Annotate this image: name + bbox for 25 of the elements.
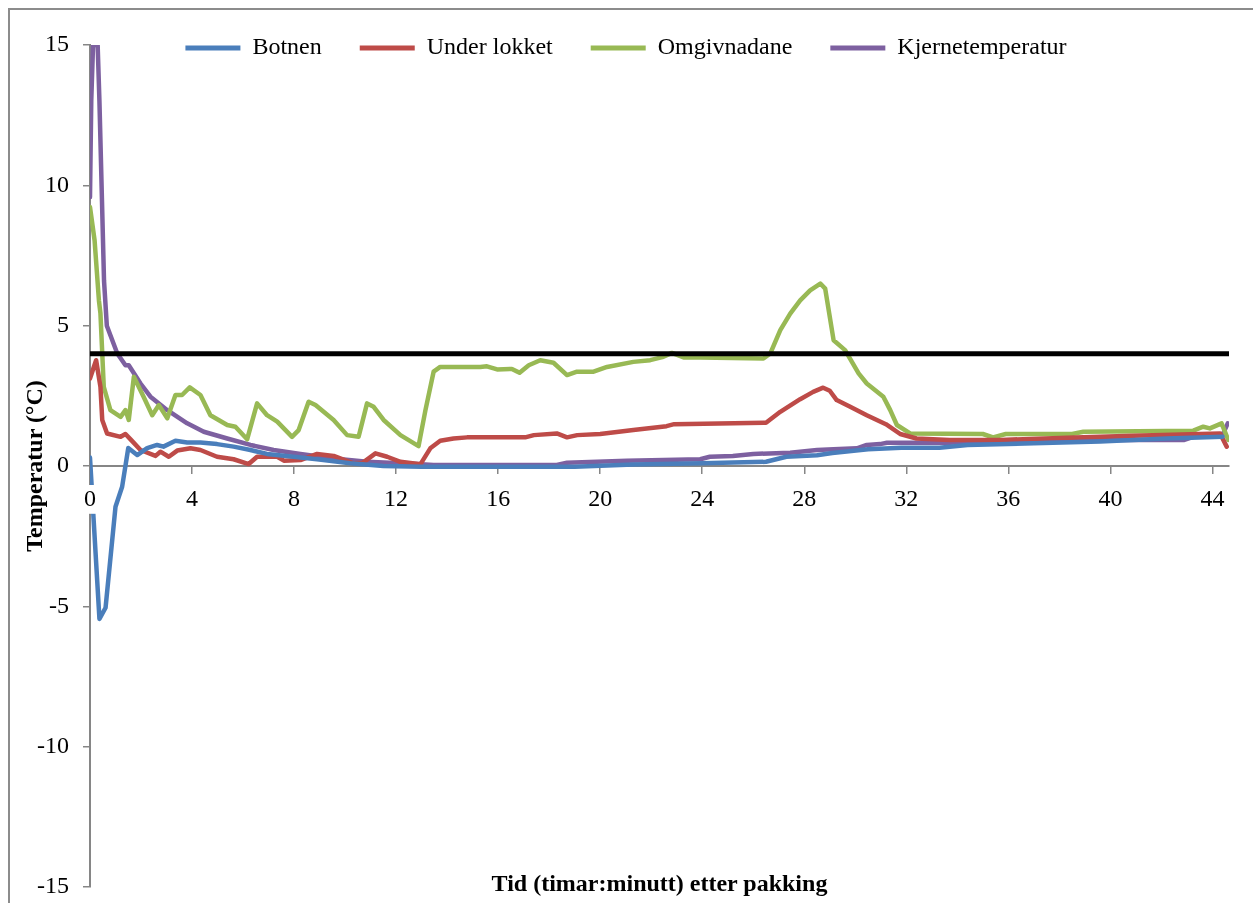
y-tick-label: -10 — [36, 731, 69, 758]
x-tick-label: 24 — [690, 484, 715, 511]
y-tick-label: -15 — [36, 872, 69, 899]
x-tick-label: 28 — [792, 484, 817, 511]
y-tick-label: 10 — [44, 170, 69, 197]
x-tick-label: 8 — [288, 484, 301, 511]
x-tick-label: 44 — [1200, 484, 1225, 511]
legend-label: Botnen — [252, 33, 322, 60]
y-tick-label: 5 — [56, 310, 69, 337]
x-tick-label: 4 — [186, 484, 199, 511]
x-tick-label: 12 — [384, 484, 409, 511]
legend-label: Kjernetemperatur — [897, 33, 1067, 60]
x-tick-label: 20 — [588, 484, 613, 511]
y-axis-title: Temperatur (°C) — [21, 380, 48, 552]
x-tick-label: 36 — [996, 484, 1021, 511]
x-axis-title: Tid (timar:minutt) etter pakking — [491, 870, 828, 897]
legend-label: Omgivnadane — [657, 33, 793, 60]
x-tick-label: 40 — [1098, 484, 1123, 511]
x-tick-label: 32 — [894, 484, 919, 511]
legend-label: Under lokket — [426, 33, 554, 60]
x-tick-label: 16 — [486, 484, 511, 511]
x-tick-label: 0 — [83, 484, 96, 511]
y-tick-label: 0 — [56, 451, 69, 478]
y-tick-label: 15 — [44, 30, 69, 57]
y-tick-label: -5 — [48, 591, 69, 618]
